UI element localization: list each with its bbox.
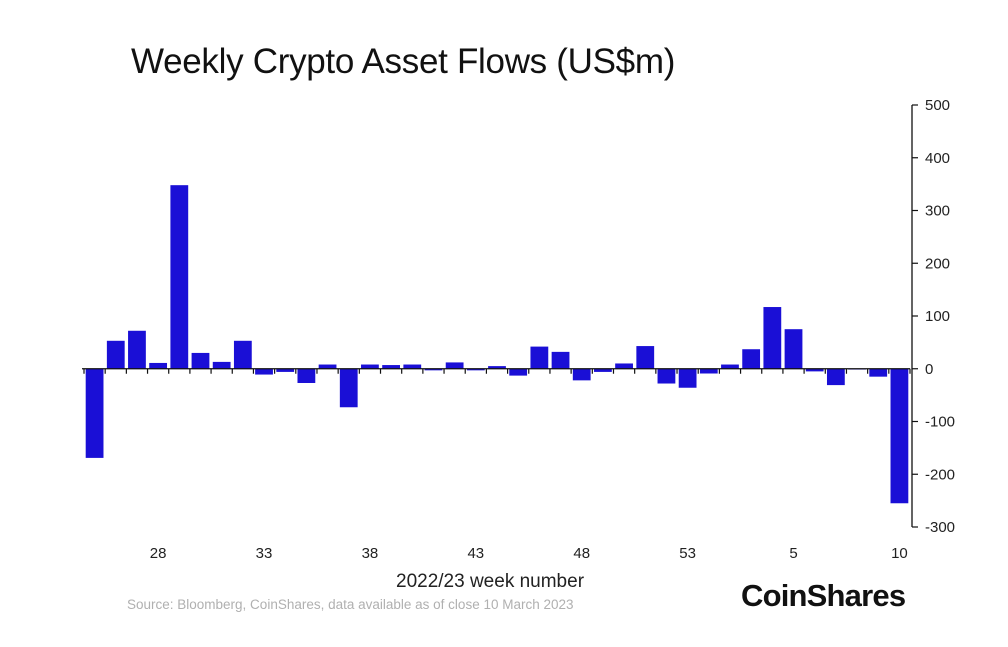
x-tick-label-38: 38 (362, 545, 379, 562)
bar-week-45 (509, 368, 528, 376)
bar-week-48 (572, 368, 591, 381)
bar-week-28 (149, 362, 168, 369)
y-tick-label-400: 400 (925, 150, 950, 167)
bar-week-25 (85, 368, 104, 458)
x-tick-label-53: 53 (679, 545, 696, 562)
bar-week-44 (488, 366, 506, 369)
bar-week-10 (890, 368, 909, 504)
bar-week-2 (721, 364, 739, 369)
bar-week-34 (276, 368, 295, 372)
bar-week-46 (530, 346, 549, 369)
y-tick-label-200: 200 (925, 255, 950, 272)
bars-group (85, 185, 909, 504)
bar-week-53 (678, 368, 697, 388)
bar-week-52 (657, 368, 676, 384)
y-tick-label--300: -300 (925, 519, 955, 536)
bar-week-9 (869, 368, 888, 377)
y-tick-label-0: 0 (925, 361, 933, 378)
bar-week-37 (339, 368, 358, 408)
x-tick-label-28: 28 (150, 545, 167, 562)
source-note: Source: Bloomberg, CoinShares, data avai… (127, 597, 574, 612)
bar-week-50 (615, 363, 633, 369)
bar-week-29 (170, 185, 189, 369)
y-tick-label-100: 100 (925, 308, 950, 325)
x-tick-label-48: 48 (573, 545, 590, 562)
coinshares-logo: CoinShares (741, 578, 906, 613)
bar-week-43 (466, 368, 485, 371)
bar-week-1 (699, 368, 718, 374)
bar-week-31 (212, 361, 231, 369)
y-tick-label-500: 500 (925, 97, 950, 114)
bar-week-42 (445, 362, 464, 369)
bar-week-30 (191, 352, 210, 369)
x-tick-label-5: 5 (789, 545, 797, 562)
x-tick-label-33: 33 (256, 545, 273, 562)
bar-week-5 (784, 329, 803, 369)
bar-week-32 (233, 340, 252, 369)
x-tick-label-10: 10 (891, 545, 908, 562)
bar-week-33 (255, 368, 273, 375)
bar-week-4 (763, 307, 782, 369)
bar-week-3 (742, 349, 761, 369)
bar-week-38 (361, 364, 379, 369)
x-tick-label-43: 43 (467, 545, 484, 562)
bar-week-7 (826, 368, 845, 386)
y-axis: 500 400 300 200 100 0 -100 -200 -300 (911, 97, 955, 536)
bar-week-26 (106, 340, 125, 369)
bar-week-27 (128, 330, 146, 369)
bar-week-39 (382, 365, 400, 369)
bar-week-6 (805, 368, 824, 372)
y-tick-label--200: -200 (925, 466, 955, 483)
bar-week-51 (636, 346, 655, 369)
x-tick-labels: 28 33 38 43 48 53 5 10 (150, 545, 908, 562)
chart-title: Weekly Crypto Asset Flows (US$m) (131, 42, 676, 81)
bar-week-35 (297, 368, 316, 383)
x-axis-label: 2022/23 week number (396, 571, 585, 592)
bar-week-41 (424, 368, 443, 371)
bar-week-36 (318, 364, 337, 369)
y-tick-label--100: -100 (925, 414, 955, 431)
bar-week-40 (403, 364, 422, 369)
y-tick-label-300: 300 (925, 203, 950, 220)
bar-week-49 (594, 368, 612, 372)
bar-week-47 (551, 351, 570, 369)
x-axis (82, 368, 911, 374)
